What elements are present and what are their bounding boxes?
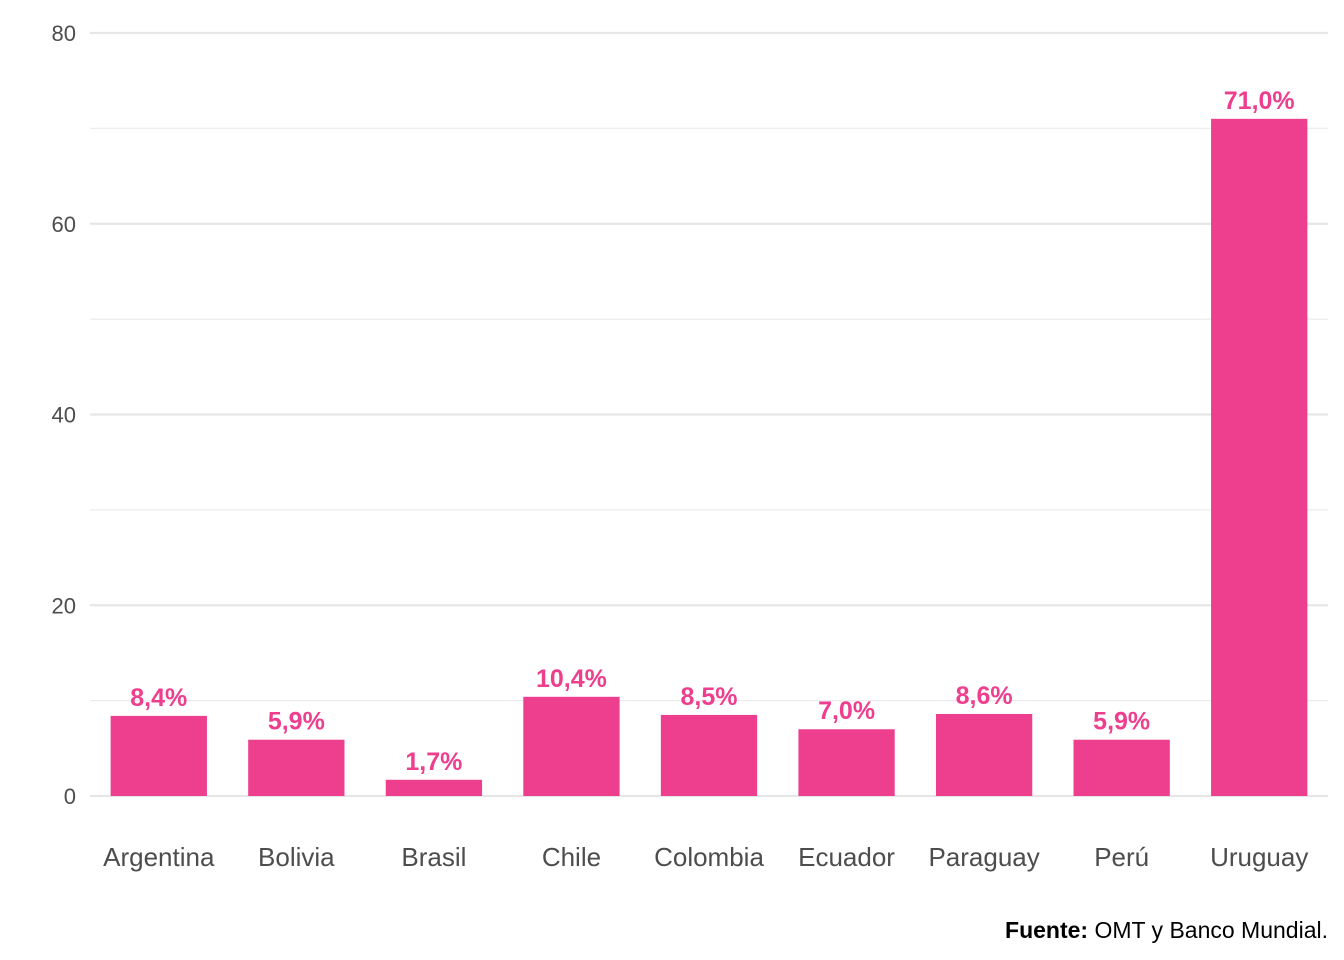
- bar-value-label: 1,7%: [405, 748, 462, 776]
- bar: [248, 739, 345, 796]
- bar: [1073, 739, 1170, 796]
- x-category-label: Uruguay: [1210, 842, 1308, 872]
- bar: [660, 714, 758, 796]
- bar: [935, 713, 1033, 796]
- bar-value-label: 8,6%: [956, 682, 1013, 710]
- bar-value-label: 7,0%: [818, 697, 875, 725]
- x-category-label: Argentina: [103, 842, 215, 872]
- bar: [798, 729, 895, 796]
- x-category-label: Ecuador: [798, 842, 895, 872]
- bar: [110, 715, 207, 796]
- x-category-label: Perú: [1094, 842, 1149, 872]
- y-tick-label: 0: [64, 784, 76, 809]
- x-category-label: Bolivia: [258, 842, 335, 872]
- bar: [1211, 118, 1308, 796]
- source-label: Fuente:: [1005, 917, 1089, 943]
- y-axis: 0 20 40 60 80: [52, 21, 76, 809]
- x-category-label: Paraguay: [928, 842, 1039, 872]
- source-text: OMT y Banco Mundial.: [1088, 917, 1328, 943]
- grid-lines: [90, 31, 1328, 798]
- bar-value-label: 10,4%: [536, 665, 607, 693]
- bar: [385, 779, 483, 796]
- x-axis: Argentina Bolivia Brasil Chile Colombia Ecuad…: [103, 842, 1308, 872]
- y-tick-label: 80: [52, 21, 76, 46]
- bars: [110, 118, 1308, 796]
- data-labels: 8,4% 5,9% 1,7% 10,4% 8,5% 7,0% 8,6% 5,9% 71,0%: [130, 87, 1294, 776]
- bar-value-label: 71,0%: [1224, 87, 1295, 115]
- bar-value-label: 8,5%: [681, 683, 738, 711]
- y-tick-label: 40: [52, 403, 76, 428]
- x-category-label: Colombia: [654, 842, 764, 872]
- x-category-label: Brasil: [401, 842, 466, 872]
- source-note: Fuente: OMT y Banco Mundial.: [1005, 917, 1328, 944]
- bar-value-label: 5,9%: [1093, 708, 1150, 736]
- y-tick-label: 20: [52, 593, 76, 618]
- x-category-label: Chile: [542, 842, 601, 872]
- bar-value-label: 8,4%: [130, 684, 187, 712]
- bar-value-label: 5,9%: [268, 708, 325, 736]
- bar: [523, 696, 620, 796]
- y-tick-label: 60: [52, 212, 76, 237]
